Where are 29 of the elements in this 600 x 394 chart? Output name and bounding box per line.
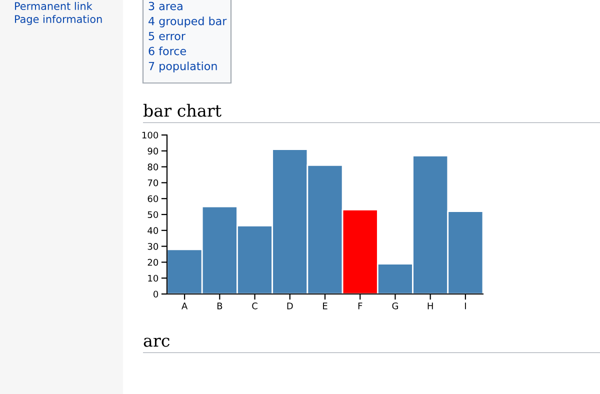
text: Page information [15,14,102,26]
text: 4 grouped bar [148,16,227,28]
chart-title: bar chart [143,104,222,117]
y-tick-label: 40 [148,227,158,234]
y-tick-label: 50 [148,211,158,218]
y-tick-label: 10 [148,274,158,282]
y-tick-label: 70 [148,179,158,186]
x-tick-label: F [358,302,362,310]
y-tick-label: 30 [148,243,158,250]
y-tick-label: 0 [154,290,158,298]
x-tick-label: D [287,302,293,310]
y-tick-label: 60 [148,195,158,202]
text: Permanent link [15,2,92,10]
y-tick-label: 20 [148,258,158,266]
text: 3 area [148,2,182,10]
x-tick-label: C [252,302,258,310]
text: 5 error [148,32,186,40]
text: 6 force [148,46,186,56]
y-tick-label: 90 [148,148,158,154]
text: arc [144,338,170,347]
x-tick-label: E [323,302,328,310]
text: 7 population [148,62,217,72]
y-tick-label: 100 [142,132,158,139]
x-tick-label: I [465,302,466,310]
x-tick-label: A [182,302,188,310]
x-tick-label: G [392,302,398,310]
x-tick-label: B [217,302,222,310]
y-tick-label: 80 [148,164,158,170]
x-tick-label: H [428,302,433,310]
